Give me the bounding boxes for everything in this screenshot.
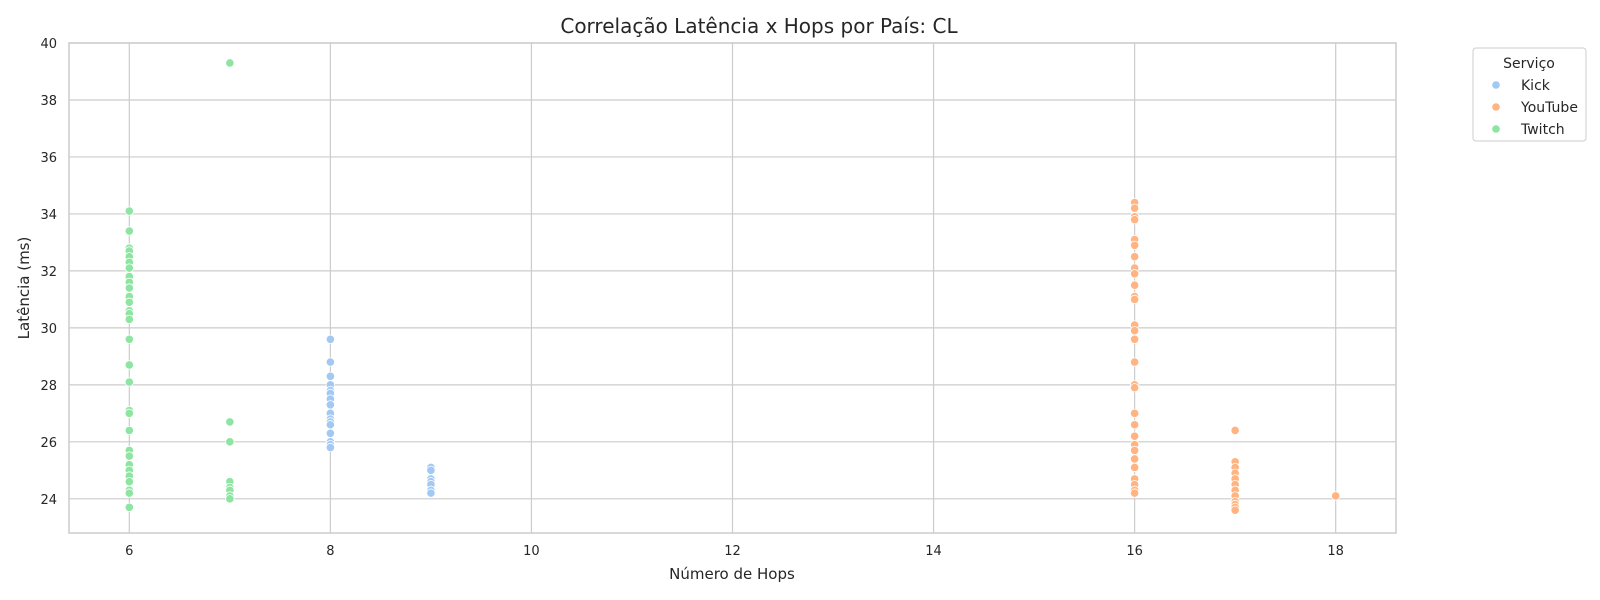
y-tick-label: 38 (40, 94, 57, 109)
x-tick-label: 10 (523, 544, 540, 559)
youtube-point (1130, 420, 1140, 430)
data-points (124, 58, 1341, 515)
twitch-point (124, 206, 134, 216)
youtube-point (1130, 462, 1140, 473)
kick-point (325, 442, 335, 453)
youtube-point (1130, 383, 1140, 393)
youtube-point (1230, 505, 1240, 515)
twitch-point (124, 283, 134, 293)
twitch-point (124, 408, 134, 418)
youtube-point (1130, 269, 1140, 279)
youtube-point (1130, 408, 1140, 418)
kick-point (325, 420, 335, 430)
x-tick-label: 6 (125, 544, 133, 559)
youtube-point (1331, 491, 1341, 501)
y-tick-label: 40 (40, 37, 57, 52)
y-axis-label: Latência (ms) (15, 237, 33, 340)
x-tick-label: 8 (326, 544, 334, 559)
youtube-point (1130, 326, 1140, 336)
twitch-point (124, 360, 134, 370)
twitch-point (225, 58, 235, 68)
youtube-point (1130, 294, 1140, 304)
y-tick-label: 26 (40, 436, 57, 451)
kick-point (426, 488, 436, 498)
twitch-point (124, 263, 134, 273)
y-tick-label: 32 (40, 265, 57, 280)
kick-point (325, 357, 335, 367)
x-tick-label: 14 (925, 544, 942, 559)
twitch-point (124, 314, 134, 324)
youtube-point (1130, 488, 1140, 498)
youtube-point (1130, 454, 1140, 464)
twitch-point (124, 477, 134, 487)
youtube-point (1130, 215, 1140, 225)
x-tick-label: 12 (724, 544, 741, 559)
kick-point (426, 465, 436, 475)
axis-ticks: 6 8 10 12 14 16 18 24 26 28 30 32 34 36 38 40 (40, 37, 1344, 559)
youtube-point (1130, 252, 1140, 262)
kick-point (325, 400, 335, 410)
youtube-point (1130, 445, 1140, 455)
y-tick-label: 24 (40, 493, 57, 508)
series-kick (325, 334, 436, 498)
twitch-point (124, 502, 134, 512)
twitch-point (124, 425, 134, 436)
twitch-point (124, 226, 134, 236)
twitch-point (124, 297, 134, 307)
twitch-point (124, 488, 134, 498)
legend-title: Serviço (1503, 56, 1555, 72)
x-axis-label: Número de Hops (669, 565, 795, 583)
series-twitch (124, 58, 235, 512)
legend-marker-twitch (1491, 124, 1501, 134)
twitch-point (124, 334, 134, 344)
legend-label-youtube: YouTube (1520, 100, 1578, 116)
youtube-point (1130, 280, 1140, 290)
plot-frame (68, 42, 1397, 534)
x-tick-label: 18 (1327, 544, 1344, 559)
twitch-point (124, 451, 134, 461)
grid (69, 42, 1396, 533)
legend-label-kick: Kick (1521, 78, 1551, 94)
twitch-point (225, 494, 235, 504)
kick-point (325, 371, 335, 381)
youtube-point (1130, 357, 1140, 367)
x-tick-label: 16 (1126, 544, 1143, 559)
youtube-point (1130, 203, 1140, 213)
youtube-point (1130, 240, 1140, 250)
legend-items: Kick YouTube Twitch (1491, 78, 1578, 138)
kick-point (325, 334, 335, 344)
y-tick-label: 34 (40, 208, 57, 223)
legend: Serviço Kick YouTube Twitch (1472, 47, 1587, 142)
chart-title: Correlação Latência x Hops por País: CL (560, 14, 958, 38)
youtube-point (1230, 425, 1240, 436)
legend-label-twitch: Twitch (1520, 122, 1565, 138)
legend-box (1472, 47, 1587, 142)
twitch-point (124, 377, 134, 387)
twitch-point (225, 437, 235, 447)
series-youtube (1130, 197, 1341, 515)
kick-point (325, 428, 335, 438)
twitch-point (225, 417, 235, 427)
y-tick-label: 30 (40, 322, 57, 337)
y-tick-label: 36 (40, 151, 57, 166)
youtube-point (1130, 431, 1140, 441)
youtube-point (1130, 334, 1140, 344)
legend-marker-youtube (1491, 102, 1501, 112)
legend-marker-kick (1491, 80, 1501, 90)
y-tick-label: 28 (40, 379, 57, 394)
